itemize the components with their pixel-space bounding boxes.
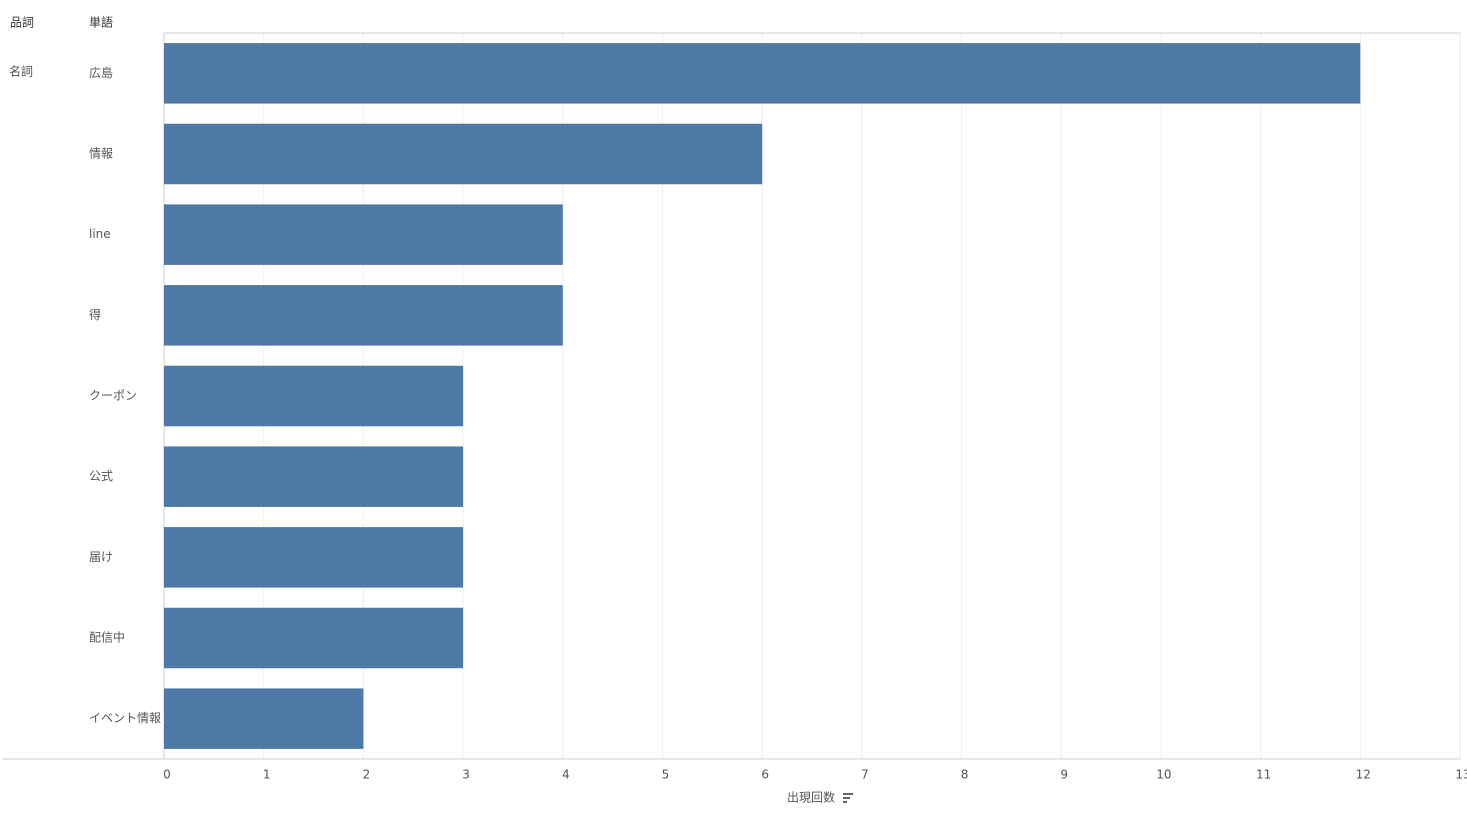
x-tick-label: 13 xyxy=(1455,768,1467,782)
y-tick-label: 公式 xyxy=(89,469,113,483)
bar xyxy=(164,285,563,346)
y-tick-label: 広島 xyxy=(89,65,113,80)
x-tick-label: 12 xyxy=(1356,768,1371,782)
x-tick-label: 10 xyxy=(1156,768,1171,782)
x-tick-label: 5 xyxy=(662,768,670,782)
y-tick-label: イベント情報 xyxy=(89,711,161,725)
x-tick-label: 11 xyxy=(1256,768,1271,782)
bar xyxy=(164,123,763,185)
x-axis-title: 出現回数 xyxy=(787,790,835,805)
bar xyxy=(164,43,1361,104)
bar xyxy=(164,607,464,669)
bar xyxy=(164,527,464,588)
group-label: 名詞 xyxy=(9,64,33,79)
y-tick-label: 配信中 xyxy=(89,630,125,645)
y-tick-label: 情報 xyxy=(89,147,113,161)
y-tick-label: line xyxy=(89,227,111,241)
bar xyxy=(164,365,464,427)
x-tick-label: 1 xyxy=(263,768,271,782)
x-tick-label: 3 xyxy=(462,768,470,782)
x-tick-label: 6 xyxy=(761,768,769,782)
x-tick-label: 9 xyxy=(1060,768,1068,782)
y-tick-label: 得 xyxy=(89,307,101,322)
x-tick-label: 2 xyxy=(363,768,371,782)
y-tick-label: 届け xyxy=(89,550,113,564)
y-tick-label: クーポン xyxy=(89,389,137,403)
x-tick-label: 8 xyxy=(961,768,969,782)
x-tick-label: 7 xyxy=(861,768,869,782)
column-header: 品詞 xyxy=(10,16,34,30)
x-tick-label: 4 xyxy=(562,768,570,782)
bar xyxy=(164,688,364,749)
column-header: 単語 xyxy=(89,15,113,30)
bar xyxy=(164,446,464,507)
bar xyxy=(164,204,563,265)
x-tick-label: 0 xyxy=(163,768,171,782)
sort-icon[interactable] xyxy=(843,793,853,803)
